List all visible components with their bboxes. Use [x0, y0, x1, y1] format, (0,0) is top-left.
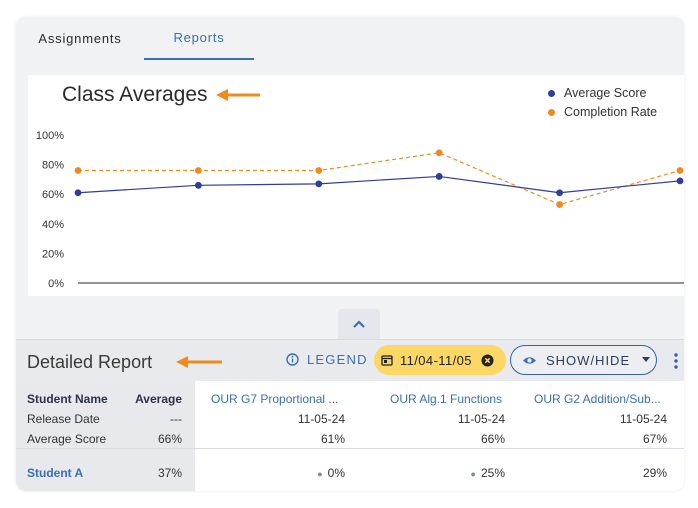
y-tick-label: 60%: [42, 189, 64, 201]
tab-bar: Assignments Reports: [16, 17, 684, 60]
data-point-completion-rate[interactable]: [315, 167, 323, 174]
student-average: 37%: [157, 466, 182, 480]
data-point-average-score[interactable]: [315, 180, 323, 188]
y-tick-label: 20%: [42, 248, 64, 260]
tab-reports[interactable]: Reports: [144, 17, 254, 60]
date-range-filter[interactable]: 11/04-11/05: [374, 345, 506, 375]
student-score-value: 29%: [642, 466, 667, 480]
release-date-value: 11-05-24: [457, 412, 505, 426]
class-averages-chart: Class Averages Average Score Completion …: [28, 75, 684, 296]
legend-dot-average-icon: [548, 89, 555, 97]
header-assignment-2[interactable]: OUR Alg.1 Functions: [390, 392, 503, 406]
legend-button-label: LEGEND: [307, 352, 368, 367]
series-line-average-score: [77, 175, 681, 194]
legend-dot-completion-icon: [548, 108, 555, 116]
calendar-icon: [381, 355, 393, 366]
average-score-overall: 66%: [157, 432, 182, 446]
date-range-label: 11/04-11/05: [400, 352, 472, 368]
data-point-average-score[interactable]: [435, 173, 443, 180]
tab-assignments[interactable]: Assignments: [38, 31, 122, 46]
data-point-completion-rate[interactable]: [195, 167, 202, 174]
data-point-completion-rate[interactable]: [556, 201, 563, 208]
release-date-average: ---: [170, 412, 182, 426]
data-point-completion-rate[interactable]: [676, 167, 684, 174]
student-score-cell[interactable]: ● 0%: [317, 466, 345, 480]
legend-label-average: Average Score: [564, 86, 647, 100]
arrow-annotation-icon: [176, 356, 222, 368]
header-average: Average: [135, 392, 182, 406]
reports-card: Assignments Reports Class Averages Avera…: [16, 17, 684, 491]
header-assignment-1[interactable]: OUR G7 Proportional ...: [211, 392, 339, 406]
fixed-columns-background: [16, 381, 195, 491]
y-tick-label: 80%: [42, 160, 64, 172]
eye-icon: [523, 356, 536, 364]
data-point-average-score[interactable]: [556, 189, 563, 197]
student-score-cell[interactable]: 29%: [643, 466, 667, 480]
chart-title: Class Averages: [62, 83, 208, 106]
legend-completion-rate: Completion Rate: [548, 105, 657, 119]
legend-label-completion: Completion Rate: [564, 105, 658, 119]
info-icon: [286, 353, 299, 366]
student-score-value: 25%: [480, 466, 505, 480]
header-assignment-3[interactable]: OUR G2 Addition/Sub...: [534, 392, 661, 406]
data-point-average-score[interactable]: [676, 177, 684, 185]
collapse-chart-button[interactable]: [338, 309, 380, 339]
student-score-value: 0%: [327, 466, 345, 480]
clear-date-icon[interactable]: [481, 354, 494, 367]
release-date-value: 11-05-24: [297, 412, 345, 426]
header-student-name: Student Name: [27, 392, 108, 406]
release-date-value: 11-05-24: [619, 412, 667, 426]
data-point-completion-rate[interactable]: [74, 167, 82, 174]
legend-button[interactable]: LEGEND: [286, 352, 368, 367]
y-tick-label: 0%: [48, 278, 64, 290]
report-toolbar: Detailed Report LEGEND 11/04-11/05: [16, 339, 684, 382]
status-dot-icon: ●: [470, 469, 476, 479]
row-label-average-score: Average Score: [27, 432, 107, 446]
average-score-value: 66%: [480, 432, 505, 446]
caret-down-icon: [642, 357, 651, 362]
data-point-average-score[interactable]: [195, 181, 202, 189]
show-hide-label: SHOW/HIDE: [546, 352, 631, 368]
y-tick-label: 40%: [42, 219, 64, 231]
more-options-icon[interactable]: [671, 351, 681, 371]
legend-average-score: Average Score: [548, 86, 646, 100]
report-title: Detailed Report: [27, 352, 153, 372]
report-table: Student Name Average OUR G7 Proportional…: [16, 381, 684, 491]
row-label-release-date: Release Date: [27, 412, 100, 426]
y-tick-label: 100%: [36, 130, 64, 142]
series-line-completion-rate: [78, 152, 681, 206]
row-divider: [16, 448, 684, 449]
student-name-link[interactable]: Student A: [27, 466, 84, 480]
show-hide-button[interactable]: SHOW/HIDE: [510, 345, 657, 375]
student-score-cell[interactable]: ● 25%: [471, 466, 505, 480]
chevron-up-icon: [353, 320, 365, 328]
average-score-value: 61%: [320, 432, 345, 446]
arrow-annotation-icon: [216, 89, 260, 101]
average-score-value: 67%: [642, 432, 667, 446]
status-dot-icon: ●: [317, 469, 323, 479]
data-point-completion-rate[interactable]: [435, 149, 443, 157]
line-plot: 100% 80% 60% 40% 20% 0%: [36, 130, 684, 290]
data-point-average-score[interactable]: [74, 189, 82, 197]
